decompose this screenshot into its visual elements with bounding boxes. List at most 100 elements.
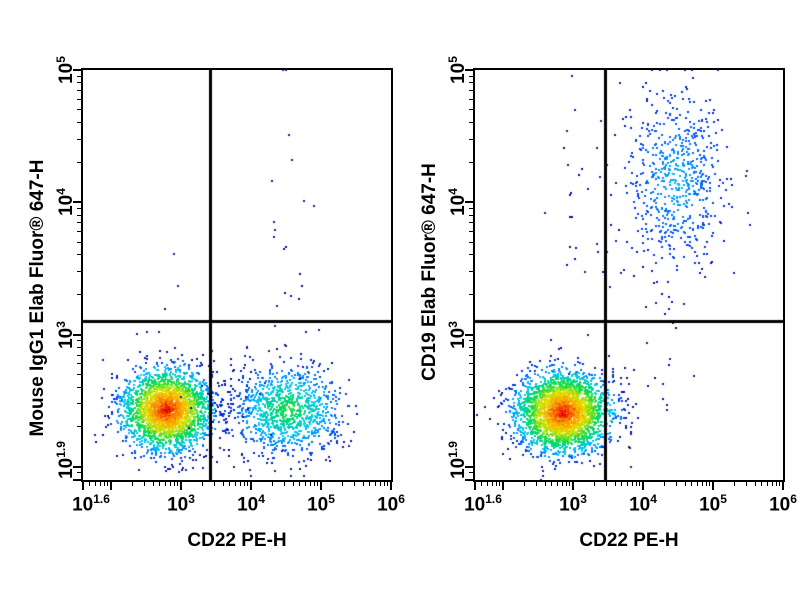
axis-tick [635,482,637,486]
axis-tick [621,482,623,486]
axis-tick [99,482,101,486]
axis-tick [201,482,203,486]
axis-tick [77,98,81,100]
axis-tick [77,386,81,388]
right-scatter-canvas [475,70,783,480]
axis-tick [77,231,81,233]
axis-tick [77,122,81,124]
axis-tick [250,482,252,490]
axis-tick [107,482,109,486]
axis-tick [766,482,768,486]
axis-tick [469,386,473,388]
axis-tick [465,465,473,468]
axis-tick [77,294,81,296]
axis-tick [77,270,81,272]
left-y-axis-title: Mouse IgG1 Elab Fluor® 647-H [27,159,48,437]
x-tick-label: 101.6 [72,492,110,516]
axis-tick [177,482,179,486]
axis-tick [234,482,236,486]
axis-tick [77,472,81,474]
axis-tick [605,482,607,486]
axis-tick [469,138,473,140]
axis-tick [173,482,175,486]
axis-tick [283,482,285,486]
axis-tick [152,482,154,486]
axis-tick [103,482,105,486]
left-plot-area [81,68,393,482]
axis-tick [374,482,376,486]
x-tick-label: 105 [699,492,727,516]
axis-tick [229,482,231,486]
axis-tick [77,222,81,224]
axis-tick [304,482,306,486]
axis-tick [77,75,81,77]
axis-tick [77,161,81,163]
axis-tick [469,354,473,356]
axis-tick [569,482,571,486]
x-tick-label: 103 [559,492,587,516]
axis-tick [469,222,473,224]
x-tick-label: 106 [377,492,405,516]
axis-tick [469,109,473,111]
axis-tick [502,482,504,490]
axis-tick [110,482,112,490]
axis-tick [469,207,473,209]
axis-tick [469,98,473,100]
axis-tick [143,482,145,486]
axis-tick [491,482,493,486]
axis-tick [82,482,84,490]
x-tick-label: 105 [307,492,335,516]
axis-tick [469,472,473,474]
axis-tick [77,363,81,365]
axis-tick [709,482,711,486]
axis-tick [745,482,747,486]
y-tick-label: 103 [445,320,470,349]
left-scatter-canvas [83,70,391,480]
axis-tick [77,241,81,243]
axis-tick [469,403,473,405]
axis-tick [465,201,473,204]
axis-tick [469,89,473,91]
axis-tick [271,482,273,486]
axis-tick [94,482,96,486]
axis-tick [222,482,224,486]
axis-tick [469,161,473,163]
axis-tick [77,109,81,111]
axis-tick [77,254,81,256]
axis-tick [642,482,644,490]
axis-tick [572,482,574,490]
axis-tick [89,482,91,486]
axis-tick [243,482,245,486]
axis-tick [469,75,473,77]
axis-tick [77,89,81,91]
axis-tick [465,69,473,71]
y-tick-label: 105 [53,56,78,84]
axis-tick [469,270,473,272]
axis-tick [565,482,567,486]
axis-tick [387,482,389,486]
axis-tick [631,482,633,486]
axis-tick [320,482,322,490]
axis-tick [701,482,703,486]
axis-tick [551,482,553,486]
axis-tick [299,482,301,486]
axis-tick [469,373,473,375]
axis-tick [77,214,81,216]
y-tick-label: 104 [445,188,470,217]
x-tick-label: 106 [769,492,797,516]
axis-tick [390,482,392,490]
right-x-axis-title: CD22 PE-H [579,530,679,551]
x-tick-label: 103 [167,492,195,516]
axis-tick [614,482,616,486]
axis-tick [73,465,81,468]
axis-tick [691,482,693,486]
axis-tick [465,479,473,481]
axis-tick [469,294,473,296]
axis-tick [73,333,81,336]
y-tick-label: 101.9 [53,441,78,479]
x-tick-label: 104 [629,492,657,516]
axis-tick [474,482,476,490]
left-x-axis-title: CD22 PE-H [187,530,287,551]
axis-tick [465,333,473,336]
